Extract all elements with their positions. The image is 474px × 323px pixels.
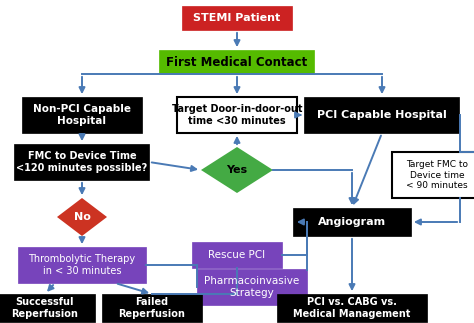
FancyBboxPatch shape [182, 6, 292, 30]
Text: Failed
Reperfusion: Failed Reperfusion [118, 297, 185, 319]
FancyBboxPatch shape [304, 97, 459, 133]
Text: Thrombolytic Therapy
in < 30 minutes: Thrombolytic Therapy in < 30 minutes [28, 254, 136, 276]
Text: Pharmacoinvasive
Strategy: Pharmacoinvasive Strategy [204, 276, 300, 298]
Polygon shape [201, 147, 273, 193]
FancyBboxPatch shape [277, 294, 427, 322]
FancyBboxPatch shape [192, 242, 282, 268]
Text: Yes: Yes [227, 165, 247, 175]
Text: First Medical Contact: First Medical Contact [166, 56, 308, 68]
Text: Successful
Reperfusion: Successful Reperfusion [11, 297, 78, 319]
Text: No: No [73, 212, 91, 222]
FancyBboxPatch shape [18, 247, 146, 283]
Text: STEMI Patient: STEMI Patient [193, 13, 281, 23]
Text: Non-PCI Capable
Hospital: Non-PCI Capable Hospital [33, 104, 131, 126]
FancyBboxPatch shape [177, 97, 297, 133]
FancyBboxPatch shape [102, 294, 202, 322]
FancyBboxPatch shape [0, 294, 95, 322]
Text: Angiogram: Angiogram [318, 217, 386, 227]
Text: Target FMC to
Device time
< 90 minutes: Target FMC to Device time < 90 minutes [406, 160, 468, 190]
FancyBboxPatch shape [197, 269, 307, 305]
Text: Target Door-in-door-out
time <30 minutes: Target Door-in-door-out time <30 minutes [172, 104, 302, 126]
FancyBboxPatch shape [159, 50, 315, 74]
Text: FMC to Device Time
<120 minutes possible?: FMC to Device Time <120 minutes possible… [17, 151, 147, 173]
Text: PCI Capable Hospital: PCI Capable Hospital [317, 110, 447, 120]
Polygon shape [57, 198, 107, 236]
Text: Rescue PCI: Rescue PCI [209, 250, 265, 260]
FancyBboxPatch shape [22, 97, 142, 133]
FancyBboxPatch shape [293, 208, 411, 236]
FancyBboxPatch shape [15, 144, 149, 180]
FancyBboxPatch shape [392, 152, 474, 198]
Text: PCI vs. CABG vs.
Medical Management: PCI vs. CABG vs. Medical Management [293, 297, 410, 319]
